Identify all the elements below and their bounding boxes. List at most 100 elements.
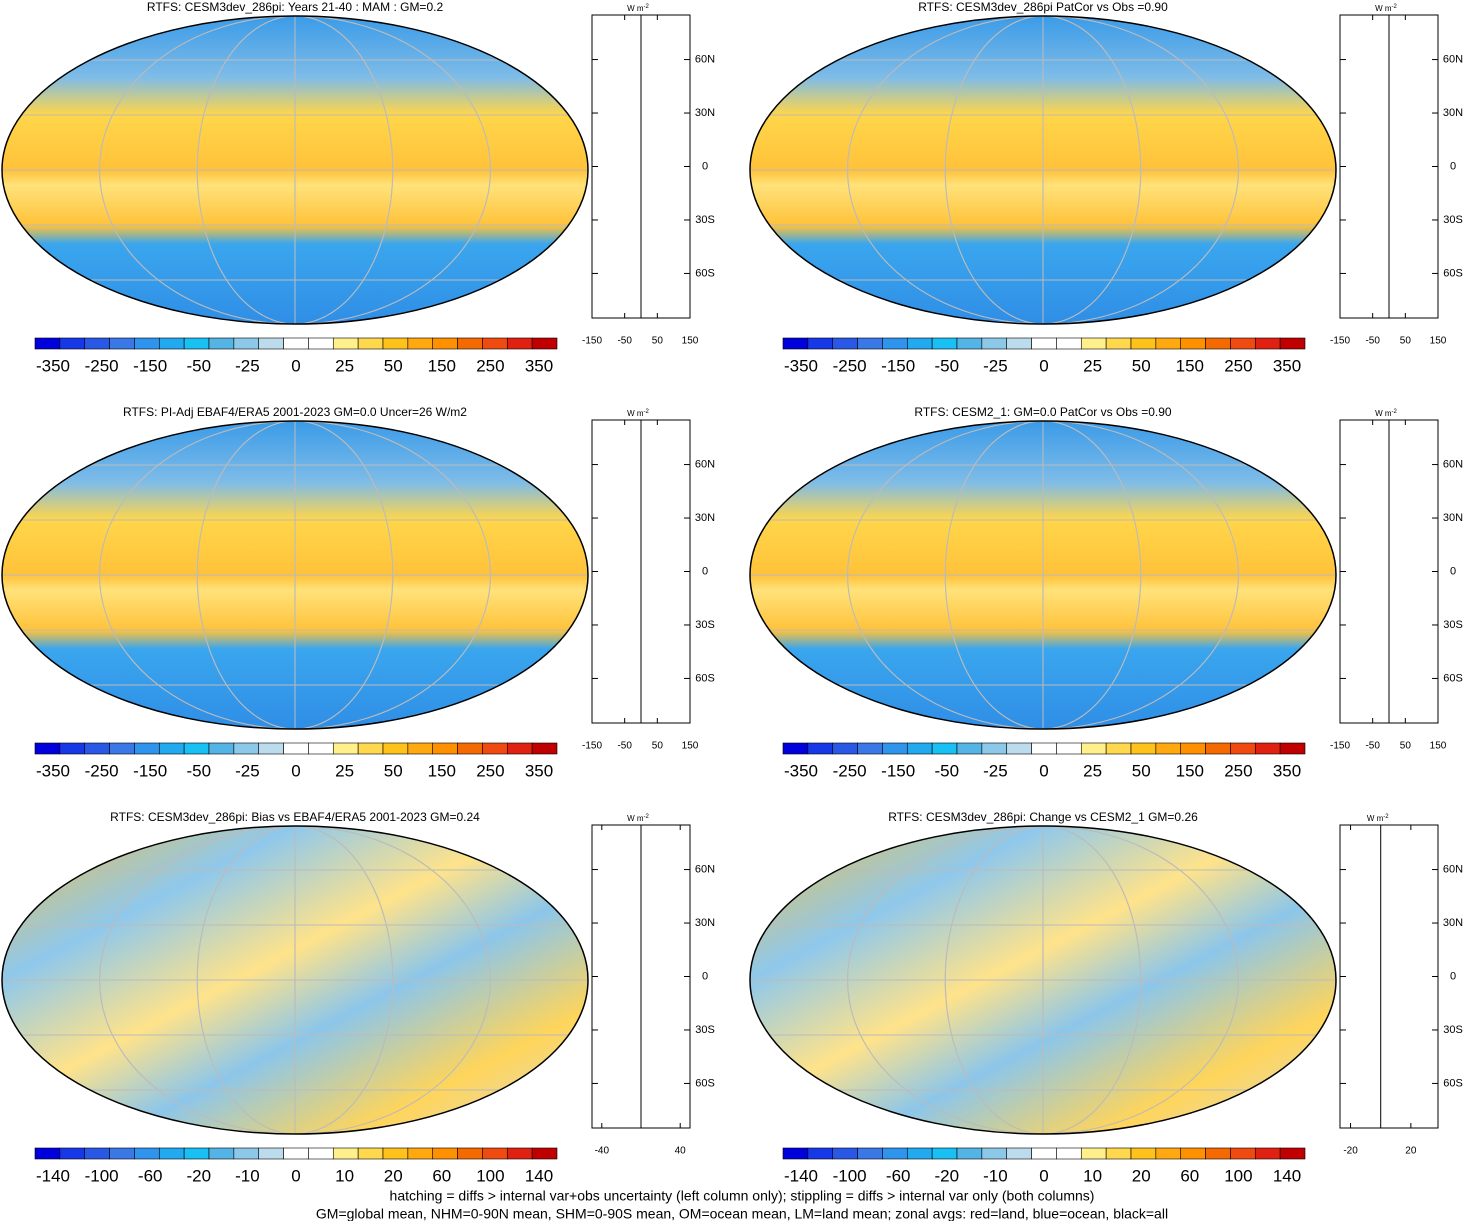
x-tick-label: -50: [617, 741, 632, 752]
map-border: [749, 825, 1337, 1135]
colorbar-box: [158, 337, 185, 350]
y-tick-label: 60N: [695, 458, 715, 470]
colorbar-box: [1230, 337, 1256, 350]
colorbar-box: [283, 337, 309, 350]
colorbar-box: [158, 742, 185, 755]
colorbar-box: [1105, 742, 1132, 755]
colorbar-label: 140: [525, 1166, 553, 1185]
colorbar-label: -25: [235, 761, 260, 780]
colorbar-label: 50: [384, 356, 403, 375]
colorbar-label: -350: [784, 356, 818, 375]
colorbar-box: [931, 337, 958, 350]
unit-sup: -2: [1392, 4, 1398, 10]
colorbar-box: [1031, 1147, 1057, 1160]
colorbar-box: [1279, 742, 1306, 755]
colorbar-box: [506, 337, 533, 350]
colorbar-box: [882, 742, 908, 755]
colorbar-label: 0: [291, 761, 300, 780]
map-meridian: [196, 16, 394, 324]
colorbar-box: [1279, 337, 1306, 350]
colorbar-box: [407, 1147, 434, 1160]
unit-sup: -2: [1383, 814, 1389, 820]
colorbar-box: [1056, 1147, 1082, 1160]
colorbar-label: -25: [983, 761, 1008, 780]
colorbar-box: [531, 742, 558, 755]
colorbar-box: [332, 1147, 359, 1160]
x-tick-label: 150: [682, 336, 699, 347]
colorbar-label: -250: [833, 356, 867, 375]
x-tick-label: 150: [1430, 741, 1447, 752]
colorbar-box: [233, 337, 260, 350]
colorbar-box: [1080, 1147, 1107, 1160]
y-tick-label: 60S: [695, 672, 715, 684]
colorbar-box: [208, 337, 235, 350]
colorbar-box: [59, 742, 86, 755]
map-meridian: [944, 421, 1142, 729]
colorbar-label: -25: [235, 356, 260, 375]
colorbar-box: [1105, 1147, 1132, 1160]
y-tick-label: 30N: [695, 107, 715, 119]
y-tick-label: 0: [702, 565, 708, 577]
panel-title: RTFS: PI-Adj EBAF4/ERA5 2001-2023 GM=0.0…: [123, 405, 467, 419]
colorbar-label: 100: [1224, 1166, 1252, 1185]
colorbar-box: [1031, 337, 1057, 350]
colorbar-box: [1080, 337, 1107, 350]
profile-frame: [1339, 824, 1439, 1129]
map-meridian: [847, 421, 1239, 729]
colorbar-box: [1006, 1147, 1032, 1160]
colorbar-label: -140: [784, 1166, 818, 1185]
colorbar-box: [183, 337, 210, 350]
colorbar-label: -250: [833, 761, 867, 780]
y-tick-label: 60S: [695, 1077, 715, 1089]
colorbar-box: [1254, 742, 1281, 755]
map-meridian: [196, 421, 394, 729]
x-tick-label: 50: [652, 741, 664, 752]
unit-label: W m-2: [1375, 4, 1397, 14]
colorbar-box: [457, 742, 483, 755]
y-tick-label: 0: [1450, 160, 1456, 172]
map-grid: [2, 826, 588, 1134]
y-tick-label: 30S: [695, 619, 715, 631]
y-tick-label: 60N: [1443, 863, 1463, 875]
colorbar-label: 350: [1273, 356, 1301, 375]
colorbar-box: [782, 1147, 809, 1160]
colorbar-box: [134, 1147, 160, 1160]
x-tick-label: 150: [682, 741, 699, 752]
colorbar-label: 150: [1176, 761, 1204, 780]
colorbar-label: -20: [935, 1166, 960, 1185]
colorbar-box: [906, 1147, 933, 1160]
colorbar-box: [482, 1147, 508, 1160]
colorbar-label: -50: [935, 761, 960, 780]
unit-sup: -2: [1392, 409, 1398, 415]
unit-label: W m-2: [627, 4, 649, 14]
colorbar-box: [1180, 337, 1206, 350]
map-border: [749, 15, 1337, 325]
colorbar-box: [84, 337, 110, 350]
colorbar-label: 250: [1224, 356, 1252, 375]
footer-note: GM=global mean, NHM=0-90N mean, SHM=0-90…: [316, 1206, 1168, 1221]
y-tick-label: 60N: [695, 53, 715, 65]
colorbar-box: [857, 742, 883, 755]
x-tick-label: 40: [675, 1146, 687, 1157]
map-meridian: [847, 826, 1239, 1134]
colorbar-box: [332, 742, 359, 755]
colorbar-box: [59, 337, 86, 350]
map-grid: [2, 421, 588, 729]
colorbar-box: [432, 337, 458, 350]
y-tick-label: 30N: [695, 512, 715, 524]
colorbar-box: [1130, 337, 1157, 350]
unit: W m: [627, 409, 644, 418]
x-tick-label: 50: [1400, 336, 1412, 347]
colorbar-box: [109, 742, 135, 755]
colorbar-label: 0: [1039, 761, 1048, 780]
colorbar-box: [432, 1147, 458, 1160]
colorbar-box: [158, 1147, 185, 1160]
y-tick-label: 30S: [1443, 619, 1463, 631]
colorbar-box: [882, 1147, 908, 1160]
colorbar-box: [1155, 337, 1182, 350]
colorbar-box: [308, 1147, 334, 1160]
map-meridian: [944, 16, 1142, 324]
x-tick-label: -150: [582, 741, 602, 752]
unit-label: W m-2: [1375, 409, 1397, 419]
